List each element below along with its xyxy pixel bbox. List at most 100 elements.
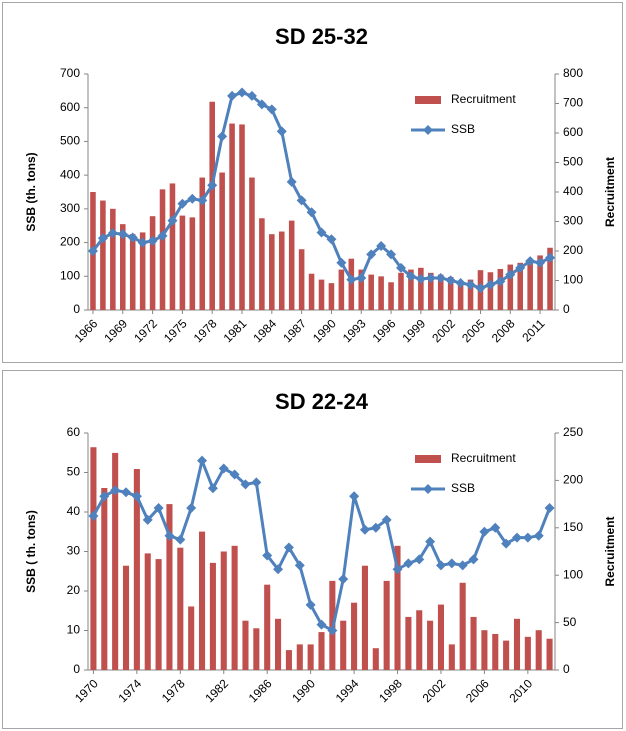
x-tick-label: 1981 bbox=[221, 316, 250, 345]
marker bbox=[97, 233, 108, 244]
marker bbox=[294, 560, 305, 571]
marker bbox=[501, 538, 512, 549]
x-tick-label: 1993 bbox=[340, 316, 369, 345]
y-tick-label: 40 bbox=[67, 504, 81, 518]
bar bbox=[198, 531, 206, 670]
marker bbox=[338, 574, 349, 585]
bar bbox=[166, 504, 173, 670]
marker bbox=[256, 99, 267, 110]
marker bbox=[386, 249, 397, 260]
marker bbox=[395, 262, 406, 273]
marker bbox=[197, 455, 208, 466]
marker bbox=[218, 463, 229, 474]
bar bbox=[447, 276, 454, 310]
bar bbox=[278, 231, 285, 310]
bar bbox=[139, 232, 146, 310]
bar bbox=[119, 224, 126, 310]
marker bbox=[522, 532, 533, 543]
x-tick-label: 1972 bbox=[131, 316, 160, 345]
bar bbox=[437, 274, 444, 310]
bar bbox=[155, 559, 162, 670]
x-tick-label: 1999 bbox=[399, 316, 428, 345]
bar bbox=[308, 273, 315, 310]
bar bbox=[296, 644, 303, 670]
marker bbox=[246, 90, 257, 101]
bar bbox=[503, 640, 510, 670]
marker bbox=[266, 104, 277, 115]
x-tick-label: 1990 bbox=[289, 676, 318, 705]
x-tick-label: 1987 bbox=[280, 316, 309, 345]
y-tick-label: 700 bbox=[60, 66, 80, 80]
marker bbox=[445, 275, 456, 286]
bar bbox=[229, 123, 235, 310]
bar bbox=[358, 269, 365, 310]
marker bbox=[197, 195, 208, 206]
marker bbox=[99, 491, 110, 502]
legend-swatch bbox=[415, 96, 441, 104]
marker bbox=[457, 560, 468, 571]
bar bbox=[100, 200, 106, 310]
bar bbox=[340, 620, 347, 670]
y-tick-label: 30 bbox=[67, 544, 81, 558]
marker bbox=[207, 180, 218, 191]
bar bbox=[122, 565, 130, 670]
marker bbox=[425, 272, 436, 283]
marker bbox=[286, 176, 297, 187]
marker bbox=[177, 198, 188, 209]
y2-tick-label: 400 bbox=[563, 184, 583, 198]
marker bbox=[237, 87, 248, 98]
marker bbox=[336, 257, 347, 268]
marker bbox=[468, 554, 479, 565]
marker bbox=[403, 558, 414, 569]
bar bbox=[467, 279, 474, 310]
bar bbox=[253, 628, 260, 670]
bar bbox=[285, 650, 292, 670]
y2-tick-label: 200 bbox=[563, 473, 583, 487]
marker bbox=[262, 550, 273, 561]
y2-tick-label: 50 bbox=[563, 615, 577, 629]
x-tick-label: 1990 bbox=[310, 316, 339, 345]
y2-tick-label: 200 bbox=[563, 243, 583, 257]
marker bbox=[405, 271, 416, 282]
bar bbox=[298, 249, 305, 310]
bar bbox=[524, 636, 531, 670]
bar bbox=[378, 276, 384, 310]
y2-tick-label: 800 bbox=[563, 66, 583, 80]
x-tick-label: 2010 bbox=[506, 676, 535, 705]
marker bbox=[175, 534, 186, 545]
bar bbox=[546, 638, 553, 670]
marker bbox=[511, 532, 522, 543]
marker bbox=[276, 126, 287, 137]
y-axis-title: SSB ( th. tons) bbox=[24, 510, 38, 593]
marker bbox=[366, 249, 377, 260]
y-tick-label: 60 bbox=[67, 425, 81, 439]
bar bbox=[338, 269, 345, 310]
marker bbox=[137, 237, 148, 248]
marker bbox=[479, 526, 490, 537]
bar bbox=[188, 606, 195, 670]
bar bbox=[527, 259, 533, 310]
bar bbox=[307, 644, 314, 670]
bar bbox=[144, 553, 151, 670]
x-tick-label: 2005 bbox=[459, 316, 488, 345]
marker bbox=[414, 554, 425, 565]
chart-title: SD 22-24 bbox=[275, 389, 369, 414]
x-tick-label: 1978 bbox=[159, 676, 188, 705]
marker bbox=[505, 269, 516, 280]
marker bbox=[370, 522, 381, 533]
bar bbox=[497, 268, 504, 310]
bar bbox=[537, 255, 543, 310]
legend-label: Recruitment bbox=[451, 92, 516, 106]
x-tick-label: 1966 bbox=[72, 316, 101, 345]
line bbox=[92, 455, 551, 633]
bar bbox=[231, 545, 238, 670]
marker bbox=[147, 235, 158, 246]
bar bbox=[177, 547, 184, 670]
x-tick-label: 1984 bbox=[250, 316, 279, 345]
marker bbox=[316, 619, 327, 630]
marker bbox=[187, 193, 198, 204]
bar bbox=[535, 630, 542, 670]
y-tick-label: 0 bbox=[73, 302, 80, 316]
bar bbox=[459, 582, 466, 670]
